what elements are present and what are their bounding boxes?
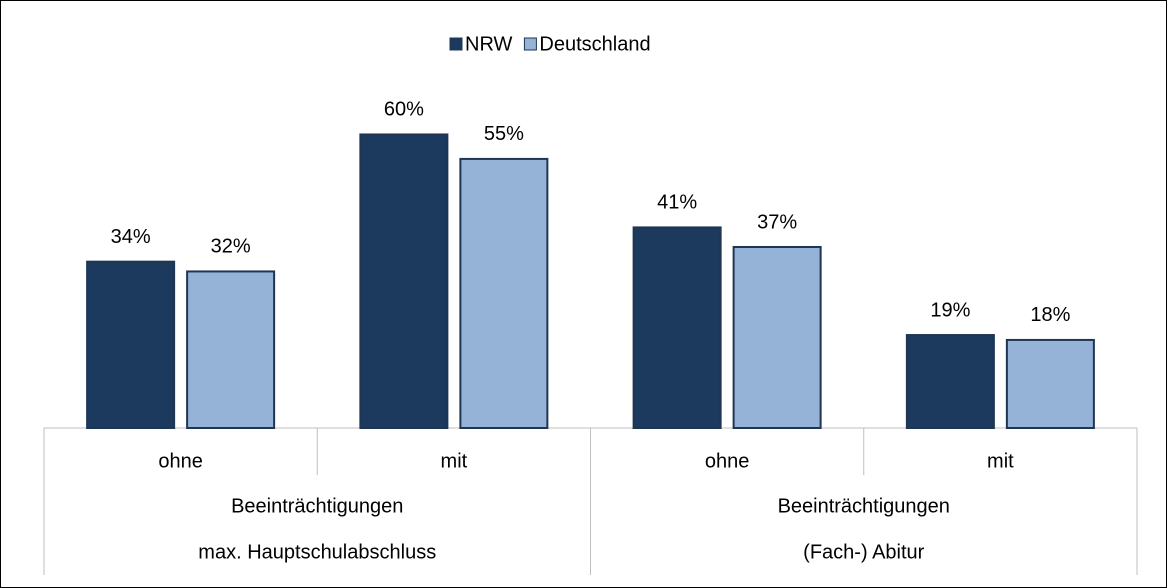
x-tick-label: mit — [987, 450, 1014, 472]
data-label: 18% — [1030, 304, 1070, 326]
data-label: 32% — [211, 236, 251, 258]
bar — [1005, 338, 1095, 430]
data-label: 41% — [657, 192, 697, 214]
legend-swatch — [449, 37, 463, 51]
x-tick-label: mit — [441, 450, 468, 472]
data-label: 55% — [484, 123, 524, 145]
group-label: Beeinträchtigungen — [778, 495, 950, 517]
group-label: (Fach-) Abitur — [803, 541, 924, 563]
legend-label: Deutschland — [539, 33, 650, 55]
bar — [186, 270, 276, 430]
legend-swatch — [523, 37, 537, 51]
x-tick-label: ohne — [705, 450, 750, 472]
bar — [359, 133, 449, 429]
data-label: 37% — [757, 211, 797, 233]
data-label: 34% — [111, 226, 151, 248]
data-label: 19% — [930, 299, 970, 321]
x-tick-label: ohne — [158, 450, 203, 472]
bar — [732, 245, 822, 429]
bar — [459, 157, 549, 430]
group-label: Beeinträchtigungen — [231, 495, 403, 517]
legend-label: NRW — [465, 33, 513, 55]
data-label: 60% — [384, 99, 424, 121]
bar — [632, 226, 722, 429]
group-label: max. Hauptschulabschluss — [198, 541, 436, 563]
bar — [905, 334, 995, 429]
bar — [86, 260, 176, 429]
